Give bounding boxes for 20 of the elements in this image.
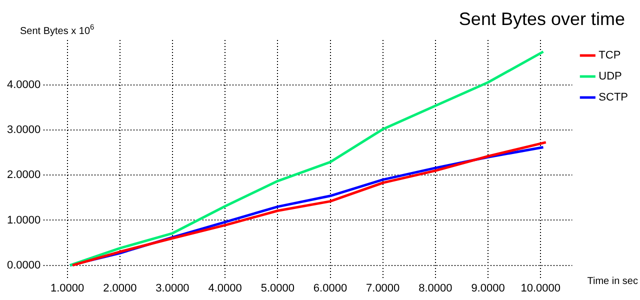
y-tick-label: 2.0000 [6,169,41,182]
x-tick-label: 6.0000 [313,282,348,294]
y-tick-label: 4.0000 [6,79,41,92]
y-tick-label: 1.0000 [6,214,41,226]
legend-label: UDP [598,70,622,83]
x-tick-label: 5.0000 [260,282,294,294]
x-tick-label: 4.0000 [208,282,242,294]
x-tick-label: 8.0000 [418,282,452,294]
x-tick-label: 10.0000 [520,282,560,294]
y-tick-label: 0.0000 [6,259,41,272]
x-tick-label: 3.0000 [156,282,190,294]
x-tick-label: 2.0000 [103,282,137,294]
legend-label: SCTP [598,92,628,104]
legend-label: TCP [598,50,621,62]
x-axis-title: Time in sec [587,276,638,287]
y-tick-label: 3.0000 [6,124,41,136]
x-tick-label: 7.0000 [366,282,400,294]
x-tick-label: 1.0000 [50,282,84,294]
x-tick-label: 9.0000 [471,282,505,294]
chart-title: Sent Bytes over time [458,9,625,29]
